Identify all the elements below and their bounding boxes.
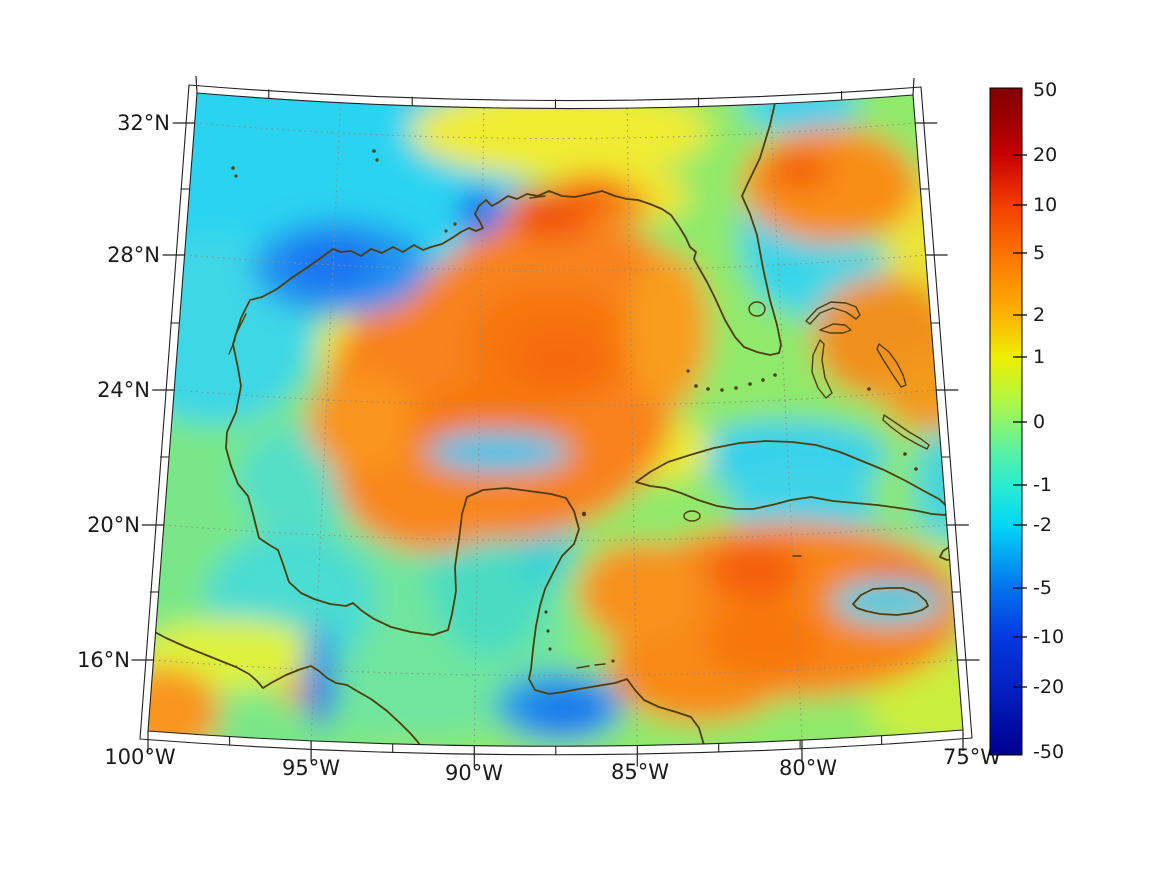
- colorbar-ticks: [1013, 154, 1027, 688]
- lon-label-95w: 95°W: [282, 756, 340, 780]
- cbar-label-m5: -5: [1033, 577, 1052, 599]
- coastline-pacific-mexico: [150, 629, 422, 747]
- cbar-label-20: 20: [1033, 144, 1057, 166]
- coastline-north-america: [225, 93, 782, 746]
- lat-label-24n: 24°N: [97, 378, 150, 402]
- cbar-label-m10: -10: [1033, 626, 1064, 648]
- frame-divisions: [149, 89, 962, 756]
- meridian-95w: [310, 102, 342, 741]
- latitude-axis: 32°N 28°N 24°N 20°N 16°N: [77, 111, 170, 672]
- coastlines: [150, 93, 963, 747]
- parallel-20n: [163, 524, 947, 542]
- coastline-bahamas: [805, 301, 930, 450]
- coastline-jamaica: [852, 587, 929, 616]
- lon-label-80w: 80°W: [779, 756, 837, 780]
- parallel-16n: [153, 659, 958, 677]
- heatmap-field: [148, 93, 963, 747]
- longitude-axis: 100°W 95°W 90°W 85°W 80°W 75°W: [104, 745, 1001, 785]
- cbar-label-m20: -20: [1033, 676, 1064, 698]
- colorbar-labels: 50 20 10 5 2 1 0 -1 -2 -5 -10 -20 -50: [1033, 79, 1064, 763]
- cbar-label-m2: -2: [1033, 514, 1052, 536]
- lake-okeechobee: [748, 301, 766, 317]
- lat-label-20n: 20°N: [87, 513, 140, 537]
- lon-label-90w: 90°W: [445, 761, 503, 785]
- cbar-label-m50: -50: [1033, 741, 1064, 763]
- frame-inner: [147, 92, 964, 747]
- axis-ticks: [131, 75, 980, 767]
- colorbar: 50 20 10 5 2 1 0 -1 -2 -5 -10 -20 -50: [989, 79, 1064, 763]
- cbar-label-1: 1: [1033, 346, 1045, 368]
- map-panel: [148, 93, 963, 747]
- lat-label-32n: 32°N: [117, 111, 170, 135]
- meridian-90w: [473, 107, 485, 746]
- isla-juventud: [683, 510, 701, 522]
- cbar-label-10: 10: [1033, 194, 1057, 216]
- cbar-label-2: 2: [1033, 304, 1045, 326]
- map-frame: [131, 75, 980, 767]
- lon-label-100w: 100°W: [104, 745, 176, 769]
- cbar-label-5: 5: [1033, 242, 1045, 264]
- cbar-label-50: 50: [1033, 79, 1057, 101]
- graticule: [153, 102, 958, 746]
- cbar-label-m1: -1: [1033, 474, 1052, 496]
- island-dots: [231, 149, 918, 663]
- coastline-small-features: [228, 195, 802, 669]
- coastline-cuba: [635, 440, 951, 516]
- lat-label-16n: 16°N: [77, 648, 130, 672]
- cbar-label-0: 0: [1033, 411, 1045, 433]
- frame-outer: [139, 84, 973, 756]
- lat-label-28n: 28°N: [107, 243, 160, 267]
- lon-label-85w: 85°W: [611, 760, 669, 784]
